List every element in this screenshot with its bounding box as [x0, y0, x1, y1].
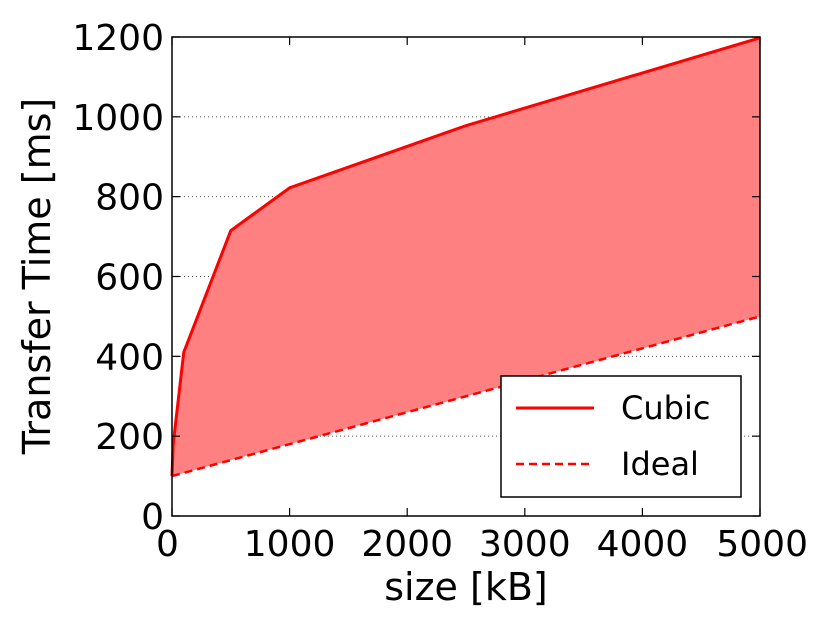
y-tick-label: 0: [141, 497, 164, 538]
y-tick-labels: 0 200 400 600 800 1000 1200: [72, 18, 164, 538]
y-tick-label: 800: [95, 178, 164, 219]
x-tick-label: 4000: [597, 524, 689, 565]
x-tick-label: 3000: [479, 524, 571, 565]
legend-box: [500, 375, 742, 498]
tick-marks: [171, 36, 761, 517]
x-tick-label: 2000: [361, 524, 453, 565]
x-tick-label: 5000: [716, 524, 808, 565]
x-tick-label: 0: [156, 524, 179, 565]
legend: Cubic Ideal: [500, 375, 742, 498]
y-tick-label: 1000: [72, 98, 164, 139]
x-axis-label: size [kB]: [384, 565, 548, 609]
legend-label-ideal: Ideal: [621, 445, 699, 483]
cubic-ideal-fill-area: [172, 37, 760, 477]
series-line-ideal: [171, 315, 761, 478]
x-tick-label: 1000: [244, 524, 336, 565]
y-tick-label: 200: [95, 417, 164, 458]
legend-label-cubic: Cubic: [621, 389, 710, 427]
y-tick-label: 400: [95, 337, 164, 378]
y-axis-label: Transfer Time [ms]: [15, 98, 59, 455]
series-line-cubic: [170, 36, 761, 477]
y-tick-label: 600: [95, 258, 164, 299]
x-tick-labels: 0 1000 2000 3000 4000 5000: [156, 524, 808, 565]
y-tick-label: 1200: [72, 18, 164, 59]
